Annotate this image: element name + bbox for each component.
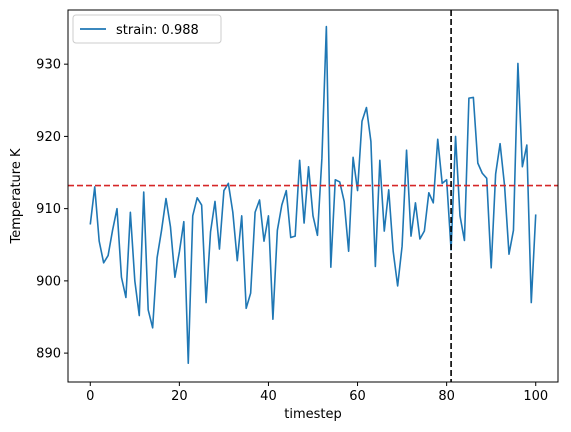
- y-tick-label: 930: [36, 58, 61, 73]
- x-tick-label: 0: [86, 389, 94, 404]
- x-axis: 0 20 40 60 80 100: [86, 382, 548, 404]
- legend-label: strain: 0.988: [116, 23, 199, 38]
- y-axis-label: Temperature K: [9, 148, 24, 244]
- y-tick-label: 890: [36, 347, 61, 362]
- x-tick-label: 80: [438, 389, 455, 404]
- y-axis: 890 900 910 920 930: [36, 58, 68, 362]
- series-line-0: [89, 25, 537, 365]
- x-axis-label: timestep: [284, 407, 342, 422]
- x-tick-label: 40: [260, 389, 277, 404]
- y-tick-label: 900: [36, 274, 61, 289]
- y-tick-label: 920: [36, 130, 61, 145]
- x-tick-label: 20: [171, 389, 188, 404]
- y-tick-label: 910: [36, 202, 61, 217]
- axes-frame: [67, 9, 559, 383]
- plot-area: [68, 10, 558, 382]
- legend-box: [72, 14, 222, 44]
- x-tick-label: 60: [349, 389, 366, 404]
- x-tick-label: 100: [523, 389, 548, 404]
- legend: strain: 0.988: [72, 14, 222, 44]
